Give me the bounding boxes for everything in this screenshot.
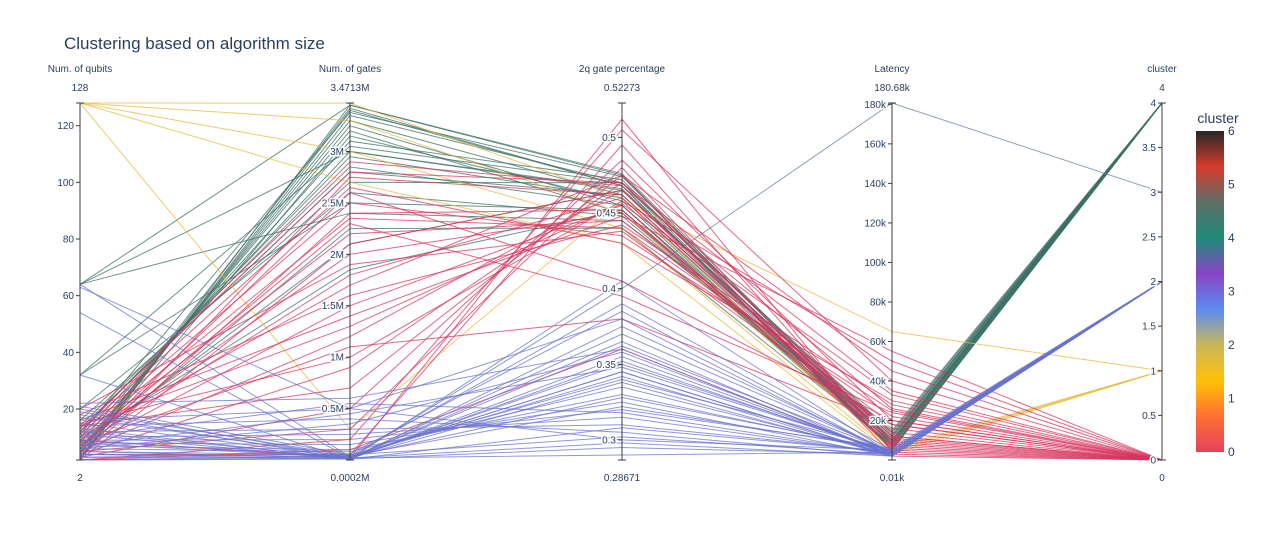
- axis-tick-label: 1: [1150, 366, 1156, 377]
- axis-range-bottom: 0.01k: [880, 473, 905, 484]
- colorbar-tick-label: 4: [1228, 231, 1235, 245]
- colorbar-tick-label: 3: [1228, 285, 1235, 299]
- axis-tick-label: 2.5M: [322, 198, 344, 209]
- axis-title[interactable]: cluster: [1147, 64, 1177, 75]
- axis-tick-label: 1.5M: [322, 301, 344, 312]
- data-line: [79, 217, 1163, 461]
- axis-tick-label: 140k: [864, 179, 887, 190]
- axis-tick-label: 20: [63, 405, 75, 416]
- axis-range-top: 180.68k: [874, 83, 911, 94]
- axis-range-bottom: 0.28671: [604, 473, 641, 484]
- axis-tick-label: 2.5: [1142, 232, 1156, 243]
- axis-title[interactable]: Num. of gates: [319, 64, 381, 75]
- axis-range-bottom: 0.0002M: [331, 473, 370, 484]
- axis-tick-label: 100k: [864, 258, 887, 269]
- axis-tick-label: 0.4: [602, 284, 616, 295]
- chart-title: Clustering based on algorithm size: [64, 34, 325, 53]
- axis-tick-label: 120: [57, 121, 74, 132]
- axis-tick-label: 0.5M: [322, 404, 344, 415]
- polylines-layer: [79, 102, 1163, 461]
- axis-title[interactable]: 2q gate percentage: [579, 64, 666, 75]
- axis-gates[interactable]: Num. of gates 3.4713M 0.0002M 0.5M 1M 1.5M 2M 2…: [319, 64, 381, 484]
- axis-tick-label: 40: [63, 348, 75, 359]
- data-line: [79, 102, 1163, 458]
- axis-tick-label: 1.5: [1142, 322, 1156, 333]
- axis-twoq[interactable]: 2q gate percentage 0.52273 0.28671 0.3 0.35 0…: [579, 64, 666, 484]
- axis-tick-label: 0.45: [597, 209, 617, 220]
- axis-range-top: 0.52273: [604, 83, 641, 94]
- data-line: [79, 102, 1163, 445]
- colorbar-tick-label: 0: [1228, 445, 1235, 459]
- colorbar-title: cluster: [1197, 110, 1239, 126]
- data-line: [79, 102, 1163, 450]
- axis-tick-label: 20k: [870, 416, 887, 427]
- data-line: [79, 166, 1163, 461]
- data-line: [79, 102, 1163, 449]
- axis-tick-label: 0.3: [602, 435, 616, 446]
- axis-tick-label: 3: [1150, 188, 1156, 199]
- data-line: [79, 102, 1163, 443]
- axis-tick-label: 0.5: [1142, 411, 1156, 422]
- data-line: [79, 102, 1163, 449]
- axis-tick-label: 1M: [330, 353, 344, 364]
- colorbar-tick-label: 5: [1228, 178, 1235, 192]
- axis-tick-label: 180k: [864, 100, 887, 111]
- axis-tick-label: 120k: [864, 218, 887, 229]
- axis-range-bottom: 0: [1159, 473, 1165, 484]
- axis-qubits[interactable]: Num. of qubits 128 2 20 40 60 80 100 120: [48, 64, 112, 484]
- axis-cluster[interactable]: cluster 4 00 0.5 1 1.5 2 2.5 3 3.5 4: [1141, 64, 1178, 484]
- axis-tick-label: 60k: [870, 337, 887, 348]
- axis-tick-label: 0.35: [597, 360, 617, 371]
- colorbar-tick-label: 6: [1228, 124, 1235, 138]
- axis-range-top: 4: [1159, 83, 1165, 94]
- data-line: [79, 102, 1163, 449]
- axis-tick-label: 100: [57, 178, 74, 189]
- axis-tick-label: 80: [63, 235, 75, 246]
- axis-tick-label: 160k: [864, 139, 887, 150]
- axis-range-bottom: 2: [77, 473, 83, 484]
- axis-tick-label: 4: [1150, 99, 1156, 110]
- axis-tick-label: 3M: [330, 147, 344, 158]
- axis-tick-label: 3.5: [1142, 143, 1156, 154]
- axis-tick-label: 60: [63, 291, 75, 302]
- axis-tick-label: 80k: [870, 297, 887, 308]
- axis-tick-label: 2: [1150, 277, 1156, 288]
- axis-range-top: 128: [72, 83, 89, 94]
- axis-tick-label: 0.5: [602, 133, 616, 144]
- axis-range-top: 3.4713M: [331, 83, 370, 94]
- colorbar: cluster 0 1 2 3 4 5 6: [1196, 110, 1239, 459]
- colorbar-tick-label: 1: [1228, 392, 1235, 406]
- axis-tick-label: 0: [1150, 456, 1156, 467]
- data-line: [79, 102, 1163, 458]
- axis-tick-label: 2M: [330, 250, 344, 261]
- axis-title[interactable]: Num. of qubits: [48, 64, 112, 75]
- axis-tick-label: 40k: [870, 376, 887, 387]
- axis-title[interactable]: Latency: [874, 64, 909, 75]
- data-line: [79, 102, 1163, 443]
- colorbar-gradient: [1196, 131, 1224, 452]
- colorbar-tick-label: 2: [1228, 338, 1235, 352]
- axis-latency[interactable]: Latency 180.68k 0.01k 20k 40k 60k 80k 100k 120k 1…: [863, 64, 911, 484]
